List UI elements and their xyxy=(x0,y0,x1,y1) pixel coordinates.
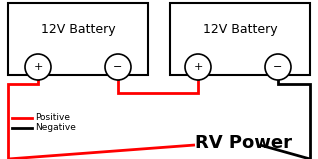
Text: 12V Battery: 12V Battery xyxy=(203,24,277,37)
Text: RV Power: RV Power xyxy=(195,134,292,152)
Text: 12V Battery: 12V Battery xyxy=(41,24,115,37)
Bar xyxy=(8,3,148,75)
Circle shape xyxy=(265,54,291,80)
Text: −: − xyxy=(273,62,283,72)
Text: +: + xyxy=(193,62,203,72)
Circle shape xyxy=(105,54,131,80)
Text: Positive: Positive xyxy=(35,114,70,122)
Circle shape xyxy=(25,54,51,80)
Text: Negative: Negative xyxy=(35,124,76,132)
Bar xyxy=(170,3,310,75)
Text: −: − xyxy=(113,62,123,72)
Text: +: + xyxy=(33,62,43,72)
Circle shape xyxy=(185,54,211,80)
